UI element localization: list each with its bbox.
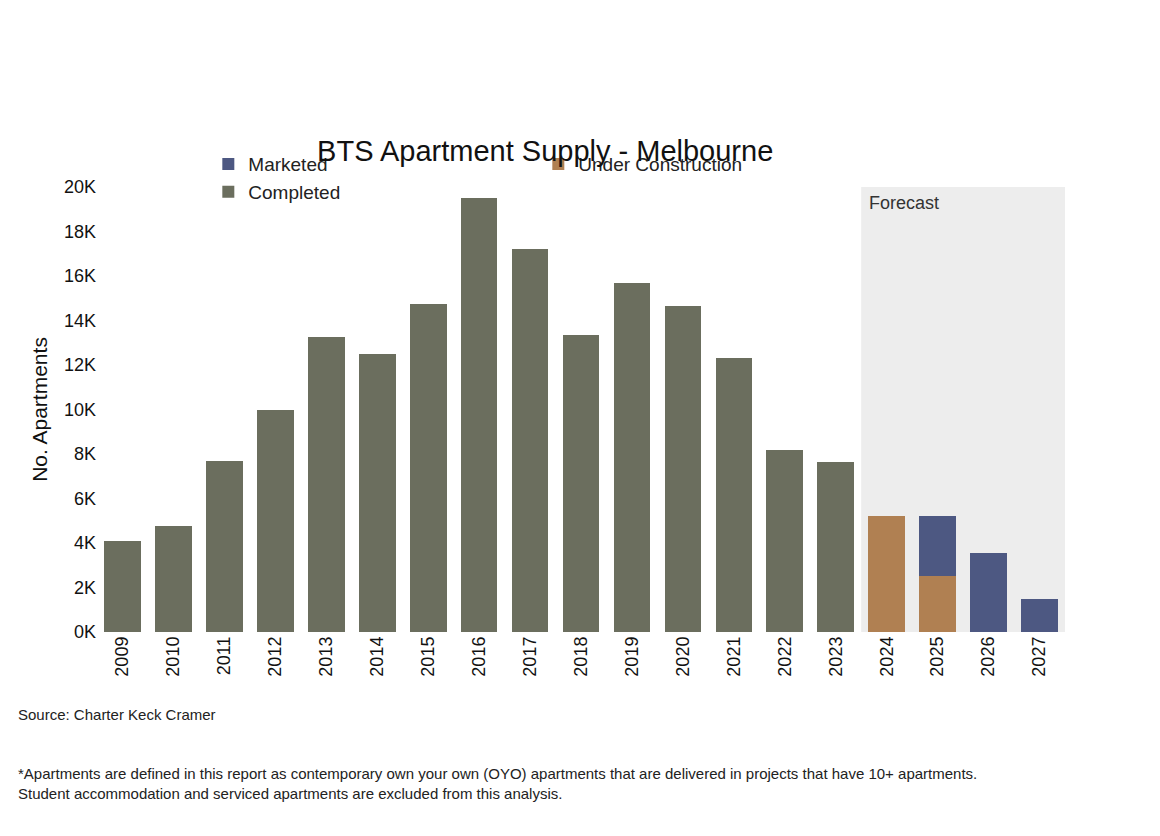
- svg-text:2023: 2023: [826, 637, 846, 677]
- svg-text:4K: 4K: [74, 533, 96, 553]
- svg-text:2017: 2017: [520, 637, 540, 677]
- svg-text:2020: 2020: [673, 637, 693, 677]
- svg-text:2011: 2011: [214, 637, 234, 676]
- svg-text:2010: 2010: [163, 637, 183, 677]
- svg-text:16K: 16K: [64, 266, 96, 286]
- svg-text:2K: 2K: [74, 578, 96, 598]
- svg-text:2013: 2013: [316, 637, 336, 677]
- svg-text:2016: 2016: [469, 637, 489, 677]
- svg-text:Forecast: Forecast: [869, 193, 939, 213]
- svg-text:0K: 0K: [74, 622, 96, 642]
- svg-text:2027: 2027: [1029, 637, 1049, 677]
- svg-text:Completed: Completed: [248, 182, 340, 203]
- html-text:Source: Charter Keck Cramer: Source: Charter Keck Cramer: [18, 706, 216, 723]
- svg-text:14K: 14K: [64, 311, 96, 331]
- svg-text:2009: 2009: [112, 637, 132, 677]
- html-text:*Apartments are defined in thi: *Apartments are defined in this report a…: [18, 765, 978, 802]
- svg-text:2025: 2025: [927, 637, 947, 677]
- svg-text:12K: 12K: [64, 355, 96, 375]
- svg-text:2024: 2024: [877, 637, 897, 677]
- svg-text:BTS Apartment Supply - Melbour: BTS Apartment Supply - Melbourne: [317, 135, 773, 167]
- svg-text:2021: 2021: [724, 637, 744, 677]
- svg-text:10K: 10K: [64, 400, 96, 420]
- svg-text:2012: 2012: [265, 637, 285, 677]
- svg-text:6K: 6K: [74, 489, 96, 509]
- svg-text:18K: 18K: [64, 222, 96, 242]
- svg-text:Under Construction: Under Construction: [578, 154, 742, 175]
- svg-text:2018: 2018: [571, 637, 591, 677]
- svg-text:Marketed: Marketed: [248, 154, 327, 175]
- svg-text:2015: 2015: [418, 637, 438, 677]
- svg-text:20K: 20K: [64, 177, 96, 197]
- svg-text:2026: 2026: [978, 637, 998, 677]
- svg-text:No. Apartments: No. Apartments: [28, 337, 51, 482]
- svg-text:8K: 8K: [74, 444, 96, 464]
- svg-text:2019: 2019: [622, 637, 642, 677]
- svg-text:2014: 2014: [367, 637, 387, 677]
- svg-text:2022: 2022: [775, 637, 795, 677]
